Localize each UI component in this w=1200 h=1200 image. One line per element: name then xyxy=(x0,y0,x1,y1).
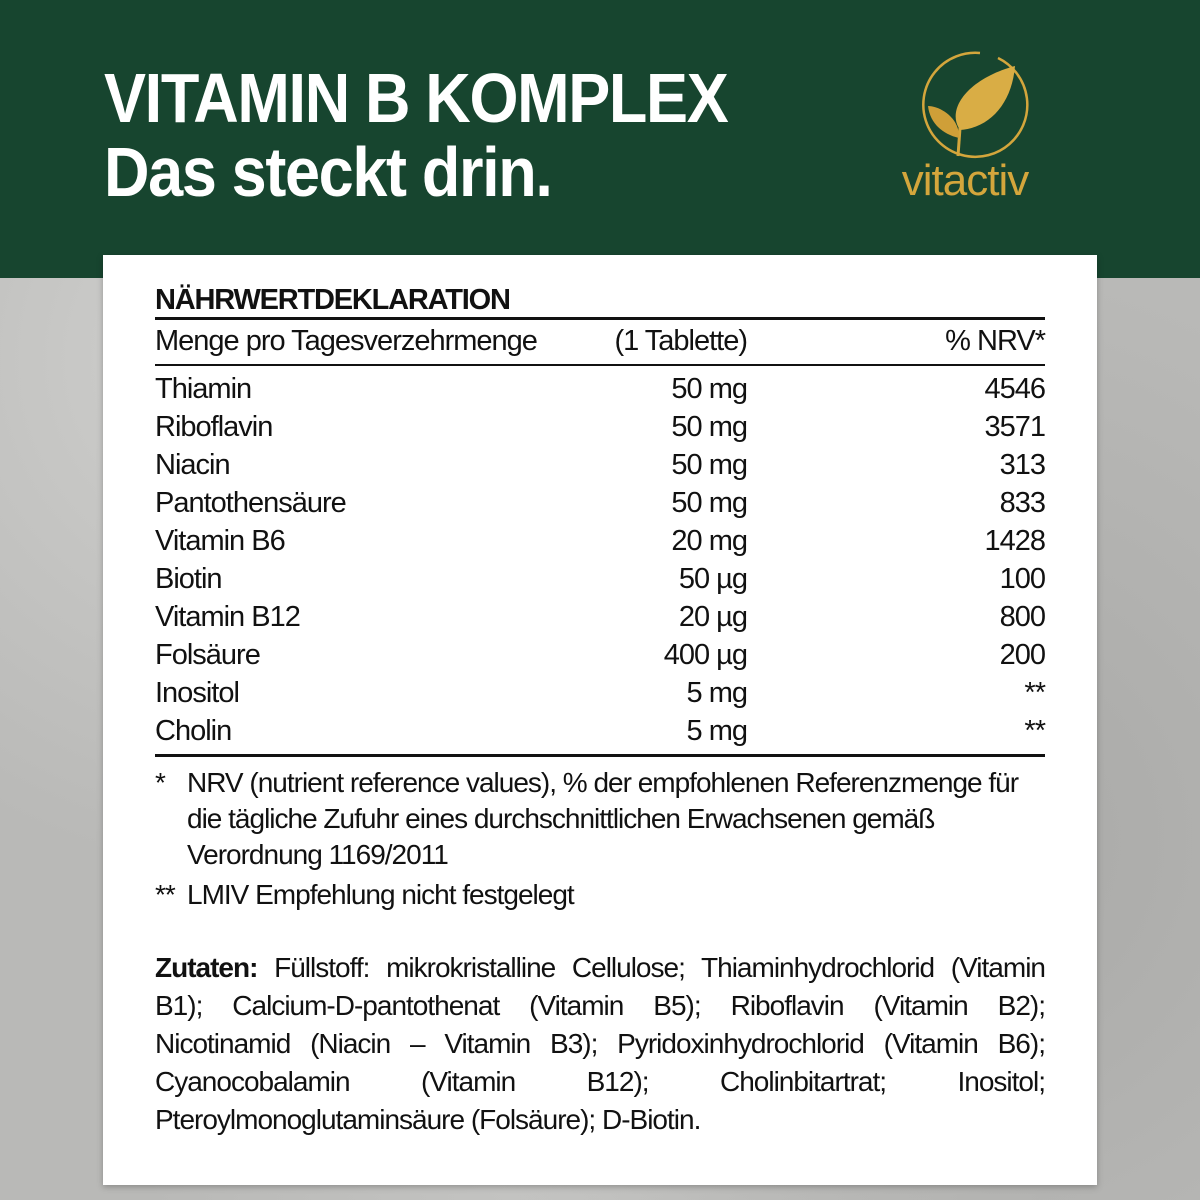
nutrient-nrv: 833 xyxy=(999,487,1046,519)
nutrient-amount: 50 mg xyxy=(671,411,748,443)
header-banner: VITAMIN B KOMPLEX Das steckt drin. vitac… xyxy=(0,0,1200,278)
nutrient-nrv: ** xyxy=(1024,715,1046,747)
column-header: % NRV* xyxy=(945,325,1046,357)
divider xyxy=(155,364,1045,366)
nutrient-name: Thiamin xyxy=(155,373,252,405)
column-header: Menge pro Tagesverzehrmenge xyxy=(155,325,538,357)
nutrient-name: Vitamin B12 xyxy=(155,601,301,633)
nutrient-name: Cholin xyxy=(155,715,232,747)
nutrient-amount: 50 µg xyxy=(678,563,748,595)
nutrient-amount: 50 mg xyxy=(671,373,748,405)
divider xyxy=(155,754,1045,757)
table-row: Thiamin 50 mg 4546 xyxy=(155,370,1046,408)
footnote: ** LMIV Empfehlung nicht festgelegt xyxy=(155,877,1045,913)
nutrient-name: Niacin xyxy=(155,449,231,481)
nutrient-nrv: 800 xyxy=(999,601,1046,633)
table-row: Riboflavin 50 mg 3571 xyxy=(155,408,1046,446)
nutrient-amount: 5 mg xyxy=(686,677,748,709)
nutrient-name: Folsäure xyxy=(155,639,261,671)
footnote-text: LMIV Empfehlung nicht festgelegt xyxy=(187,879,575,910)
column-header: (1 Tablette) xyxy=(614,325,748,357)
table-row: Folsäure 400 µg 200 xyxy=(155,636,1046,674)
nutrient-amount: 50 mg xyxy=(671,487,748,519)
footnote-mark: ** xyxy=(155,879,176,910)
nutrition-card: NÄHRWERTDEKLARATION Menge pro Tagesverze… xyxy=(103,255,1097,1185)
table-row: Vitamin B12 20 µg 800 xyxy=(155,598,1046,636)
vitactiv-logo: vitactiv xyxy=(880,48,1050,213)
footnote-mark: * xyxy=(155,767,166,798)
table-row: Niacin 50 mg 313 xyxy=(155,446,1046,484)
nutrient-name: Riboflavin xyxy=(155,411,273,443)
leaf-logo-icon xyxy=(922,51,1029,158)
table-row: Biotin 50 µg 100 xyxy=(155,560,1046,598)
nutrient-amount: 400 µg xyxy=(663,639,748,671)
nutrient-amount: 20 mg xyxy=(671,525,748,557)
divider xyxy=(155,317,1045,320)
table-row: Pantothensäure 50 mg 833 xyxy=(155,484,1046,522)
ingredients: Zutaten: Füllstoff: mikrokristalline Cel… xyxy=(155,949,1046,1139)
nutrient-nrv: 313 xyxy=(999,449,1046,481)
product-subtitle: Das steckt drin. xyxy=(104,133,553,211)
nutrient-nrv: 1428 xyxy=(984,525,1046,557)
nutrient-name: Vitamin B6 xyxy=(155,525,286,557)
table-body: Thiamin 50 mg 4546 Riboflavin 50 mg 3571 Niaci… xyxy=(155,366,1046,754)
nutrient-amount: 20 µg xyxy=(678,601,748,633)
ingredients-label: Zutaten: xyxy=(155,952,258,983)
footnote-text: NRV (nutrient reference values), % der e… xyxy=(187,767,1019,870)
product-title: VITAMIN B KOMPLEX xyxy=(104,59,729,137)
nutrient-name: Biotin xyxy=(155,563,223,595)
table-header: Menge pro Tagesverzehrmenge (1 Tablette)… xyxy=(155,320,1046,364)
nutrient-name: Pantothensäure xyxy=(155,487,347,519)
nutrient-amount: 50 mg xyxy=(671,449,748,481)
nutrient-nrv: 4546 xyxy=(984,373,1046,405)
nutrient-amount: 5 mg xyxy=(686,715,748,747)
table-row: Inositol 5 mg ** xyxy=(155,674,1046,712)
footnote: * NRV (nutrient reference values), % der … xyxy=(155,765,1045,873)
ingredients-text: Füllstoff: mikrokristalline Cellulose; T… xyxy=(155,952,1046,1135)
nutrient-nrv: 3571 xyxy=(984,411,1046,443)
table-title: NÄHRWERTDEKLARATION xyxy=(155,284,511,316)
nutrient-name: Inositol xyxy=(155,677,240,709)
logo-text: vitactiv xyxy=(901,156,1029,205)
table-row: Cholin 5 mg ** xyxy=(155,712,1046,750)
table-row: Vitamin B6 20 mg 1428 xyxy=(155,522,1046,560)
nutrient-nrv: ** xyxy=(1024,677,1046,709)
nutrient-nrv: 200 xyxy=(999,639,1046,671)
nutrient-nrv: 100 xyxy=(999,563,1046,595)
